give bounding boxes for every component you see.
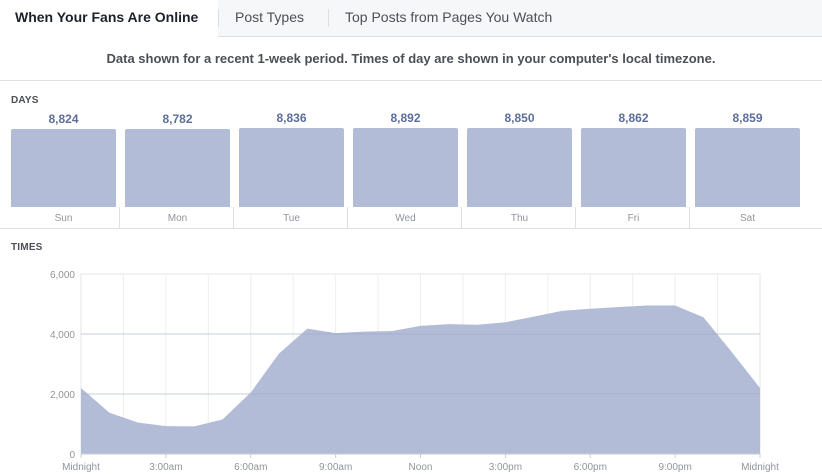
day-value: 8,850 <box>504 111 535 125</box>
day-label: Tue <box>283 213 300 224</box>
day-divider <box>119 207 120 228</box>
day-bar[interactable] <box>11 129 116 207</box>
day-bar[interactable] <box>467 128 572 207</box>
day-bar[interactable] <box>239 128 344 207</box>
days-section-title: DAYS <box>11 95 39 106</box>
tab-top-posts[interactable]: Top Posts from Pages You Watch <box>328 0 588 37</box>
day-value: 8,859 <box>732 111 763 125</box>
timezone-notice: Data shown for a recent 1-week period. T… <box>0 37 822 81</box>
x-tick-label: 6:00pm <box>574 462 607 473</box>
day-bar[interactable] <box>581 128 686 207</box>
section-divider <box>0 228 822 229</box>
day-value: 8,892 <box>390 111 421 125</box>
day-bar[interactable] <box>125 129 230 207</box>
y-tick-label: 2,000 <box>50 390 75 401</box>
x-tick-label: 6:00am <box>234 462 267 473</box>
tab-bar: When Your Fans Are Online Post Types Top… <box>0 0 822 38</box>
day-label: Wed <box>395 213 416 224</box>
day-column-sun: 8,824 Sun <box>11 106 116 228</box>
x-tick-label: 3:00pm <box>489 462 522 473</box>
day-divider <box>461 207 462 228</box>
day-label: Mon <box>167 213 188 224</box>
day-divider <box>233 207 234 228</box>
day-column-mon: 8,782 Mon <box>125 106 230 228</box>
x-tick-label: 9:00am <box>319 462 352 473</box>
tab-post-types[interactable]: Post Types <box>218 0 328 37</box>
tab-label: Post Types <box>235 9 305 25</box>
day-value: 8,782 <box>162 112 193 126</box>
tab-when-fans-online[interactable]: When Your Fans Are Online <box>0 0 218 38</box>
times-section-title: TIMES <box>11 242 43 253</box>
tab-label: Top Posts from Pages You Watch <box>345 9 553 25</box>
day-divider <box>347 207 348 228</box>
tab-label: When Your Fans Are Online <box>15 9 199 25</box>
day-column-tue: 8,836 Tue <box>239 106 344 228</box>
tab-separator <box>218 9 219 27</box>
day-label: Fri <box>627 213 640 224</box>
y-tick-label: 4,000 <box>50 330 75 341</box>
day-column-fri: 8,862 Fri <box>581 106 686 228</box>
day-divider <box>689 207 690 228</box>
tab-separator <box>328 9 329 27</box>
day-bar[interactable] <box>353 128 458 207</box>
day-label: Thu <box>510 213 529 224</box>
x-tick-label: 9:00pm <box>658 462 691 473</box>
x-tick-label: Midnight <box>62 462 100 473</box>
day-divider <box>575 207 576 228</box>
x-tick-label: Midnight <box>741 462 779 473</box>
y-tick-label: 0 <box>69 450 75 461</box>
day-bar[interactable] <box>695 128 800 207</box>
day-label: Sun <box>54 213 73 224</box>
day-column-thu: 8,850 Thu <box>467 106 572 228</box>
day-value: 8,824 <box>48 112 79 126</box>
times-area-chart: 0 2,000 4,000 6,000 Midnight 3:00am 6:00am 9:00… <box>50 270 779 473</box>
y-tick-label: 6,000 <box>50 270 75 281</box>
day-label: Sat <box>739 213 755 224</box>
x-tick-label: Noon <box>409 462 433 473</box>
x-tick-label: 3:00am <box>149 462 182 473</box>
online-fans-area[interactable] <box>81 305 760 455</box>
day-value: 8,836 <box>276 111 307 125</box>
day-value: 8,862 <box>618 111 649 125</box>
day-column-sat: 8,859 Sat <box>695 106 800 228</box>
day-column-wed: 8,892 Wed <box>353 106 458 228</box>
